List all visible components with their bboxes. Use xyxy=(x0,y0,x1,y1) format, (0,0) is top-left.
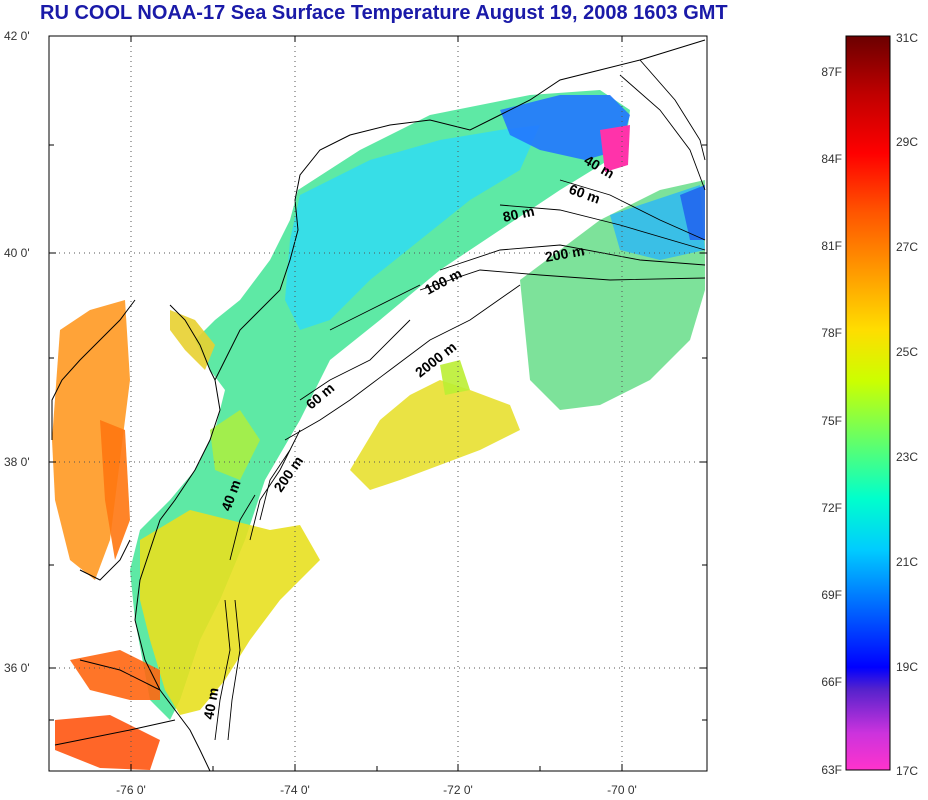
map-title: RU COOL NOAA-17 Sea Surface Temperature … xyxy=(40,2,728,24)
colorbar-label-f: 84F xyxy=(821,152,842,166)
lon-label: -74 0' xyxy=(280,783,310,797)
lat-label: 40 0' xyxy=(4,246,30,260)
coastline xyxy=(51,39,706,772)
colorbar-label-f: 72F xyxy=(821,501,842,515)
contour-label: 40 m xyxy=(200,686,221,720)
colorbar-label-c: 29C xyxy=(896,135,918,149)
lat-label: 38 0' xyxy=(4,455,30,469)
colorbar-label-f: 75F xyxy=(821,414,842,428)
colorbar-label-c: 25C xyxy=(896,345,918,359)
lat-label: 42 0' xyxy=(4,29,30,43)
sst-data-layer xyxy=(52,90,705,770)
colorbar-label-f: 78F xyxy=(821,326,842,340)
lon-label: -70 0' xyxy=(607,783,637,797)
contour-label: 80 m xyxy=(501,203,536,225)
lon-label: -72 0' xyxy=(443,783,473,797)
latitude-labels: 42 0' 40 0' 38 0' 36 0' xyxy=(4,29,30,675)
colorbar-label-f: 69F xyxy=(821,588,842,602)
colorbar-label-f: 87F xyxy=(821,65,842,79)
colorbar-label-c: 27C xyxy=(896,240,918,254)
longitude-labels: -76 0' -74 0' -72 0' -70 0' xyxy=(116,783,637,797)
colorbar-label-c: 23C xyxy=(896,450,918,464)
colorbar-label-c: 21C xyxy=(896,555,918,569)
contour-label: 200 m xyxy=(544,242,586,265)
bathymetry-contours xyxy=(214,59,706,741)
lon-label: -76 0' xyxy=(116,783,146,797)
colorbar-label-c: 31C xyxy=(896,31,918,45)
colorbar-label-f: 66F xyxy=(821,675,842,689)
lat-label: 36 0' xyxy=(4,661,30,675)
colorbar-label-c: 19C xyxy=(896,660,918,674)
axis-ticks xyxy=(49,35,707,771)
colorbar-label-c: 17C xyxy=(896,764,918,778)
colorbar xyxy=(845,35,891,771)
colorbar-fahrenheit-labels: 87F 84F 81F 78F 75F 72F 69F 66F 63F xyxy=(821,65,842,777)
colorbar-label-f: 63F xyxy=(821,763,842,777)
colorbar-celsius-labels: 31C 29C 27C 25C 23C 21C 19C 17C xyxy=(896,31,918,778)
colorbar-label-f: 81F xyxy=(821,239,842,253)
